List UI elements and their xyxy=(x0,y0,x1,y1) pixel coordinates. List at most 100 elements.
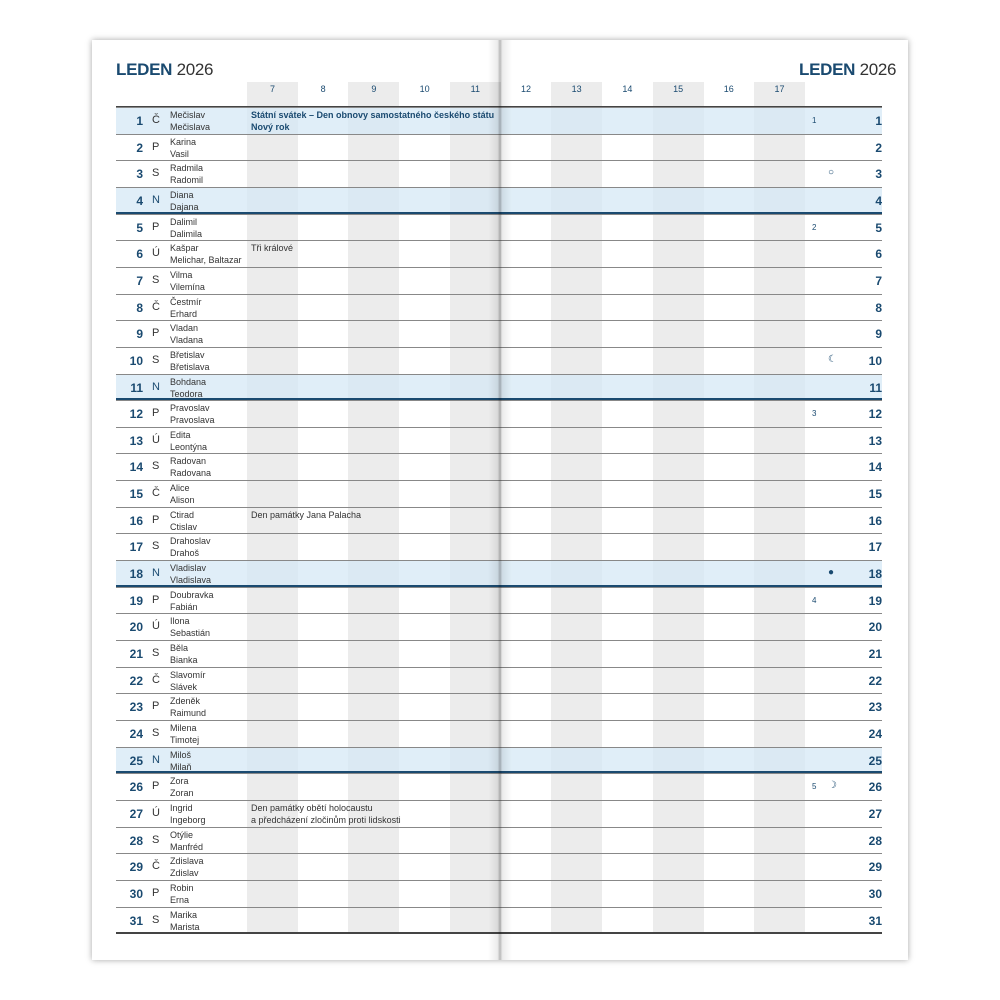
weekday-letter: Č xyxy=(152,860,160,873)
weekday-letter: Č xyxy=(152,114,160,126)
day-number-right: 1 xyxy=(875,114,882,128)
day-row[interactable]: 2 P Karina Vasil 2 xyxy=(116,133,882,161)
name: Sebastián xyxy=(170,628,211,639)
weekday-letter: P xyxy=(152,327,160,340)
weekday-letter: P xyxy=(152,407,160,420)
weekday-letter: S xyxy=(152,460,160,473)
name-days: Břetislav Břetislava xyxy=(170,349,210,373)
day-row[interactable]: 26 P Zora Zoran 5 ☽ 26 xyxy=(116,773,882,800)
day-row[interactable]: 16 P Ctirad Ctislav Den památky Jana Palac… xyxy=(116,506,882,534)
name-days: Otýlie Manfréd xyxy=(170,829,203,853)
weekday-letter: S xyxy=(152,353,160,366)
day-row[interactable]: 21 S Běla Bianka 21 xyxy=(116,640,882,667)
name: Kašpar xyxy=(170,243,199,254)
name-days: Běla Bianka xyxy=(170,642,198,666)
day-number-right: 4 xyxy=(875,193,882,208)
day-row[interactable]: 7 S Vilma Vilemína 7 xyxy=(116,266,882,294)
day-row[interactable]: 17 S Drahoslav Drahoš 17 xyxy=(116,533,882,560)
day-number-right: 16 xyxy=(868,513,882,528)
weekday-letter: P xyxy=(152,220,160,233)
day-row[interactable]: 12 P Pravoslav Pravoslava 3 12 xyxy=(116,400,882,427)
day-number-right: 31 xyxy=(868,913,882,928)
day-row[interactable]: 14 S Radovan Radovana 14 xyxy=(116,453,882,480)
day-number-right: 19 xyxy=(868,593,882,608)
weekday-letter: S xyxy=(152,726,160,739)
name: Čestmír xyxy=(170,296,202,307)
name: Mečislav xyxy=(170,110,206,120)
name-days: Edita Leontýna xyxy=(170,429,207,453)
day-number: 20 xyxy=(129,620,143,635)
day-row[interactable]: 10 S Břetislav Břetislava ☾ 10 xyxy=(116,346,882,374)
month-title-right: LEDEN 2026 xyxy=(799,60,896,80)
event-line: Tři králové xyxy=(251,243,294,254)
day-row[interactable]: 6 Ú Kašpar Melichar, Baltazar Tři králové 6 xyxy=(116,240,882,267)
weekday-letter: Č xyxy=(152,673,160,686)
day-row[interactable]: 24 S Milena Timotej 24 xyxy=(116,719,882,747)
weekday-letter: Ú xyxy=(152,806,160,819)
weekday-letter: S xyxy=(152,647,160,659)
day-row[interactable]: 1 Č Mečislav Mečislava Státní svátek – Den… xyxy=(116,107,882,134)
week-number: 1 xyxy=(812,116,817,125)
day-row[interactable]: 27 Ú Ingrid Ingeborg Den památky obětí hol… xyxy=(116,799,882,827)
day-row[interactable]: 18 N Vladislav Vladislava ● 18 xyxy=(116,560,882,587)
weekday-letter: Ú xyxy=(152,433,160,446)
day-row[interactable]: 30 P Robin Erna 30 xyxy=(116,879,882,907)
day-row[interactable]: 5 P Dalimil Dalimila 2 5 xyxy=(116,213,882,241)
weekday-letter: Č xyxy=(152,487,160,500)
day-row[interactable]: 13 Ú Edita Leontýna 13 xyxy=(116,426,882,454)
day-row[interactable]: 15 Č Alice Alison 15 xyxy=(116,480,882,507)
day-row[interactable]: 23 P Zdeněk Raimund 23 xyxy=(116,693,882,720)
weekday-letter: P xyxy=(152,700,160,713)
day-number-right: 22 xyxy=(868,673,882,688)
day-number-right: 5 xyxy=(875,220,882,235)
day-row[interactable]: 29 Č Zdislava Zdislav 29 xyxy=(116,853,882,880)
day-row[interactable]: 28 S Otýlie Manfréd 28 xyxy=(116,826,882,854)
day-row[interactable]: 20 Ú Ilona Sebastián 20 xyxy=(116,613,882,640)
name: Vasil xyxy=(170,148,189,159)
name: Bohdana xyxy=(170,376,207,387)
day-number: 4 xyxy=(136,193,143,208)
name: Vilma xyxy=(170,269,193,280)
day-number: 31 xyxy=(129,913,143,928)
hour-label: 11 xyxy=(470,84,480,94)
name-days: Bohdana Teodora xyxy=(170,376,206,400)
day-row[interactable]: 11 N Bohdana Teodora 11 xyxy=(116,373,882,401)
name: Drahoš xyxy=(170,548,200,559)
day-number: 7 xyxy=(136,273,143,288)
name-days: Mečislav Mečislava xyxy=(170,109,210,133)
name: Manfréd xyxy=(170,841,204,852)
week-number: 2 xyxy=(812,222,817,232)
hour-label: 7 xyxy=(269,84,275,94)
weekday-letter: N xyxy=(152,567,160,580)
name: Ilona xyxy=(170,616,190,627)
name-days: Radmila Radomil xyxy=(170,162,203,186)
name: Vladan xyxy=(170,323,199,334)
name: Slávek xyxy=(170,681,198,692)
name: Alice xyxy=(170,483,190,494)
day-row[interactable]: 22 Č Slavomír Slávek 22 xyxy=(116,666,882,694)
day-row[interactable]: 19 P Doubravka Fabián 4 19 xyxy=(116,586,882,614)
day-row[interactable]: 8 Č Čestmír Erhard 8 xyxy=(116,293,882,321)
moon-phase-icon: ☽ xyxy=(828,780,837,792)
hour-label: 17 xyxy=(774,84,785,94)
name-days: Ctirad Ctislav xyxy=(170,509,197,533)
name: Dalimila xyxy=(170,228,203,239)
day-row[interactable]: 3 S Radmila Radomil ○ 3 xyxy=(116,160,882,187)
day-row[interactable]: 9 P Vladan Vladana 9 xyxy=(116,320,882,347)
weekday-letter: S xyxy=(152,167,160,180)
day-row[interactable]: 4 N Diana Dajana 4 xyxy=(116,186,882,214)
name: Radmila xyxy=(170,163,204,174)
hour-label: 8 xyxy=(320,84,326,94)
event-line: Den památky obětí holocaustu xyxy=(251,802,373,813)
weekday-letter: P xyxy=(152,886,160,899)
name: Otýlie xyxy=(170,829,194,840)
day-number-right: 24 xyxy=(868,726,882,741)
weekday-letter: P xyxy=(152,593,160,606)
name: Miloš xyxy=(170,749,192,760)
day-row[interactable]: 31 S Marika Marista 31 xyxy=(116,906,882,934)
day-row[interactable]: 25 N Miloš Milaň 25 xyxy=(116,746,882,774)
day-number: 26 xyxy=(129,780,143,795)
name: Marika xyxy=(170,909,198,920)
day-number: 16 xyxy=(129,513,143,528)
day-number: 1 xyxy=(136,114,143,128)
